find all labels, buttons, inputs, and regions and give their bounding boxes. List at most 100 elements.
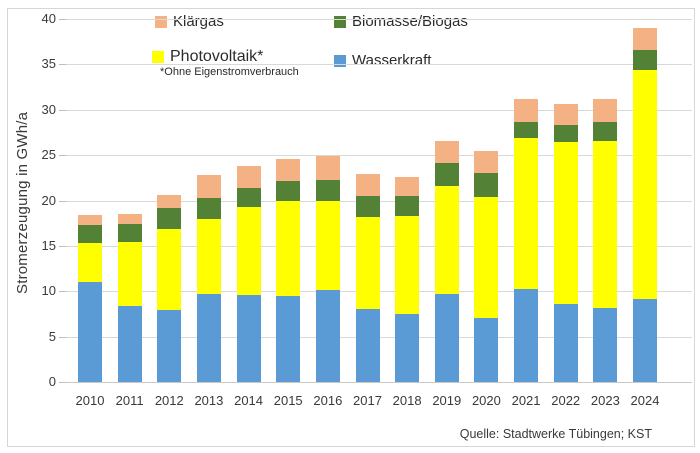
y-tick-label-40: 40 <box>41 11 56 26</box>
bar-segment-2012-wasserkraft <box>157 310 182 382</box>
bar-segment-2021-biomassebiogas <box>514 121 539 138</box>
y-tick-label-20: 20 <box>41 192 56 208</box>
bar-segment-2013-photovoltaik <box>196 218 221 294</box>
bar-segment-2022-klrgas <box>553 104 578 126</box>
y-tick-20 <box>59 200 66 202</box>
bar-segment-2020-wasserkraft <box>474 318 499 382</box>
bar-segment-2020-photovoltaik <box>474 196 499 319</box>
bar-segment-2016-klrgas <box>315 156 340 180</box>
x-tick-label-2020: 2020 <box>471 393 501 408</box>
bar-segment-2011-klrgas <box>117 214 142 225</box>
gridline-40 <box>66 19 692 20</box>
bar-segment-2015-biomassebiogas <box>276 180 301 202</box>
bar-segment-2013-wasserkraft <box>196 293 221 382</box>
bar-segment-2012-photovoltaik <box>157 228 182 311</box>
bar-segment-2017-biomassebiogas <box>355 195 380 217</box>
x-tick-label-2013: 2013 <box>194 393 224 408</box>
bar-segment-2017-klrgas <box>355 174 380 196</box>
bar-segment-2015-wasserkraft <box>276 295 301 382</box>
bar-segment-2010-photovoltaik <box>78 243 102 283</box>
y-tick-15 <box>59 245 66 247</box>
bar-segment-2022-biomassebiogas <box>553 125 578 143</box>
bar-segment-2021-klrgas <box>514 98 539 122</box>
bar-segment-2020-biomassebiogas <box>474 173 499 197</box>
bar-segment-2022-wasserkraft <box>553 303 578 382</box>
y-tick-30 <box>59 109 66 111</box>
bar-segment-2019-wasserkraft <box>434 293 459 382</box>
bar-segment-2013-biomassebiogas <box>196 197 221 219</box>
x-tick-label-2021: 2021 <box>511 393 541 408</box>
klaergas-swatch-icon <box>155 16 167 28</box>
bar-segment-2023-wasserkraft <box>593 308 618 382</box>
bar-segment-2024-biomassebiogas <box>633 49 657 70</box>
y-tick-0 <box>59 382 66 383</box>
x-tick-label-2017: 2017 <box>353 393 382 408</box>
bar-segment-2019-klrgas <box>434 140 459 164</box>
bar-segment-2015-photovoltaik <box>276 201 301 296</box>
x-tick-label-2022: 2022 <box>551 393 581 408</box>
bar-segment-2023-photovoltaik <box>593 140 618 309</box>
x-tick-label-2015: 2015 <box>273 393 303 408</box>
x-tick-label-2024: 2024 <box>630 393 660 408</box>
bar-segment-2024-wasserkraft <box>633 298 657 382</box>
legend-item-photovoltaik: Photovoltaik* <box>152 49 263 65</box>
legend-label-wasserkraft: Wasserkraft <box>352 52 432 69</box>
bar-segment-2023-biomassebiogas <box>593 122 618 141</box>
source-note: Quelle: Stadtwerke Tübingen; KST <box>459 427 652 441</box>
bar-segment-2018-photovoltaik <box>395 215 420 314</box>
gridline-30 <box>66 109 692 111</box>
biomasse-swatch-icon <box>334 16 346 28</box>
y-tick-label-0: 0 <box>48 374 56 389</box>
bar-segment-2018-biomassebiogas <box>395 195 420 216</box>
bar-segment-2012-biomassebiogas <box>157 207 182 229</box>
x-tick-label-2016: 2016 <box>313 393 343 408</box>
bar-segment-2022-photovoltaik <box>553 142 578 304</box>
y-tick-label-10: 10 <box>41 283 56 299</box>
y-tick-25 <box>59 155 66 157</box>
bar-segment-2013-klrgas <box>196 175 221 198</box>
legend-item-biomasse: Biomasse/Biogas <box>334 14 468 30</box>
bar-segment-2016-photovoltaik <box>315 201 340 291</box>
bar-segment-2024-klrgas <box>633 28 657 50</box>
bar-segment-2014-photovoltaik <box>236 206 261 295</box>
x-tick-label-2011: 2011 <box>115 393 144 408</box>
y-tick-10 <box>59 291 66 293</box>
y-tick-label-15: 15 <box>41 237 56 253</box>
gridline-0 <box>66 382 692 383</box>
bar-segment-2012-klrgas <box>157 195 182 208</box>
y-tick-label-35: 35 <box>41 56 56 72</box>
bar-segment-2017-wasserkraft <box>355 309 380 382</box>
wasserkraft-swatch-icon <box>334 55 346 67</box>
gridline-35 <box>66 64 692 66</box>
x-tick-label-2014: 2014 <box>234 393 264 408</box>
y-tick-5 <box>59 336 66 338</box>
bar-segment-2017-photovoltaik <box>355 216 380 310</box>
bar-segment-2020-klrgas <box>474 151 499 174</box>
y-tick-35 <box>59 64 66 66</box>
legend-label-photovoltaik: Photovoltaik* <box>170 48 264 65</box>
y-tick-label-25: 25 <box>41 147 56 163</box>
legend-item-wasserkraft: Wasserkraft <box>334 53 431 69</box>
bar-segment-2021-photovoltaik <box>514 137 539 290</box>
bar-segment-2014-klrgas <box>236 166 261 188</box>
bar-segment-2011-wasserkraft <box>117 305 142 382</box>
bar-segment-2015-klrgas <box>276 158 301 181</box>
bar-segment-2010-biomassebiogas <box>78 225 102 244</box>
gridline-25 <box>66 155 692 157</box>
legend-footnote: *Ohne Eigenstromverbrauch <box>160 66 299 78</box>
bar-segment-2023-klrgas <box>593 98 618 123</box>
bar-segment-2018-wasserkraft <box>395 313 420 382</box>
x-tick-label-2019: 2019 <box>432 393 462 408</box>
y-tick-label-30: 30 <box>41 101 56 117</box>
bar-segment-2010-wasserkraft <box>78 282 102 382</box>
bar-segment-2021-wasserkraft <box>514 289 539 382</box>
x-tick-label-2010: 2010 <box>75 393 105 408</box>
bar-segment-2010-klrgas <box>78 215 102 225</box>
bar-segment-2011-photovoltaik <box>117 242 142 306</box>
bar-segment-2014-wasserkraft <box>236 294 261 382</box>
legend-label-klaergas: Klärgas <box>173 13 224 30</box>
y-tick-label-5: 5 <box>48 328 56 344</box>
x-tick-label-2012: 2012 <box>154 393 184 408</box>
bar-segment-2014-biomassebiogas <box>236 187 261 207</box>
